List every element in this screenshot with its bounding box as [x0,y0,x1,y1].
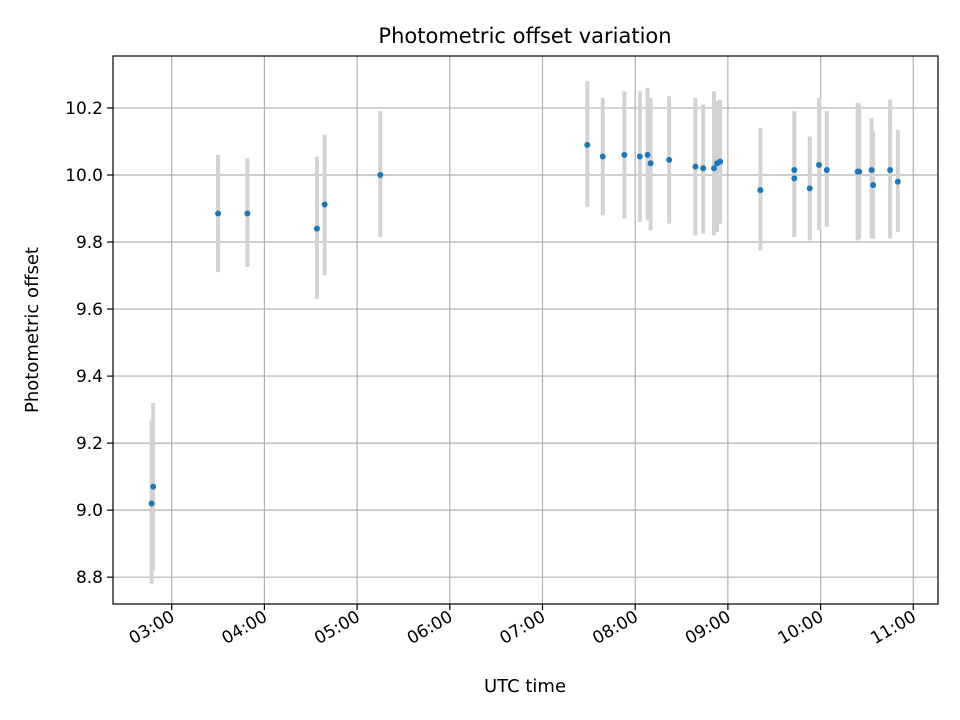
error-bars [149,81,900,584]
y-tick-label: 9.4 [76,367,103,387]
x-tick-label: 07:00 [497,607,549,649]
data-point [816,161,823,168]
data-point [313,225,320,232]
data-point [791,166,798,173]
y-tick-label: 9.2 [76,434,103,454]
x-tick-label: 04:00 [218,607,270,649]
y-tick-label: 10.0 [65,166,103,186]
y-tick-label: 9.6 [76,300,103,320]
x-tick-label: 05:00 [311,607,363,649]
data-point [215,210,222,217]
data-point [148,500,155,507]
data-point [791,175,798,182]
grid [113,56,938,604]
data-point [244,210,251,217]
data-point [806,185,813,192]
x-axis-label: UTC time [484,676,566,697]
y-axis-label: Photometric offset [22,247,43,413]
y-tick-label: 9.8 [76,233,103,253]
y-tick-label: 9.0 [76,501,103,521]
data-point [621,151,628,158]
y-tick-label: 10.2 [65,99,103,119]
data-point [757,187,764,194]
data-point [700,165,707,172]
x-tick-label: 11:00 [867,607,919,649]
x-tick-label: 06:00 [404,607,456,649]
y-tick-label: 8.8 [76,568,103,588]
data-point [894,178,901,185]
chart-title: Photometric offset variation [378,24,671,48]
data-point [856,168,863,175]
data-point [717,158,724,165]
data-point [377,171,384,178]
data-point [647,160,654,167]
x-tick-label: 10:00 [775,607,827,649]
data-point [644,151,651,158]
data-point [584,141,591,148]
data-point [636,153,643,160]
data-points [148,141,901,507]
x-axis: 03:00 04:00 05:00 06:00 07:00 08:00 09:00 10:00… [126,604,920,649]
data-point [150,483,157,490]
data-point [710,165,717,172]
data-point [321,201,328,208]
data-point [692,163,699,170]
data-point [823,166,830,173]
plot-frame [112,55,939,605]
data-point [868,166,875,173]
x-tick-label: 09:00 [682,607,734,649]
data-point [666,156,673,163]
data-point [599,153,606,160]
y-axis: 8.8 9.0 9.2 9.4 9.6 9.8 10.0 10.2 [65,99,113,588]
x-tick-label: 08:00 [589,607,641,649]
data-point [870,182,877,189]
data-point [887,166,894,173]
x-tick-label: 03:00 [126,607,178,649]
